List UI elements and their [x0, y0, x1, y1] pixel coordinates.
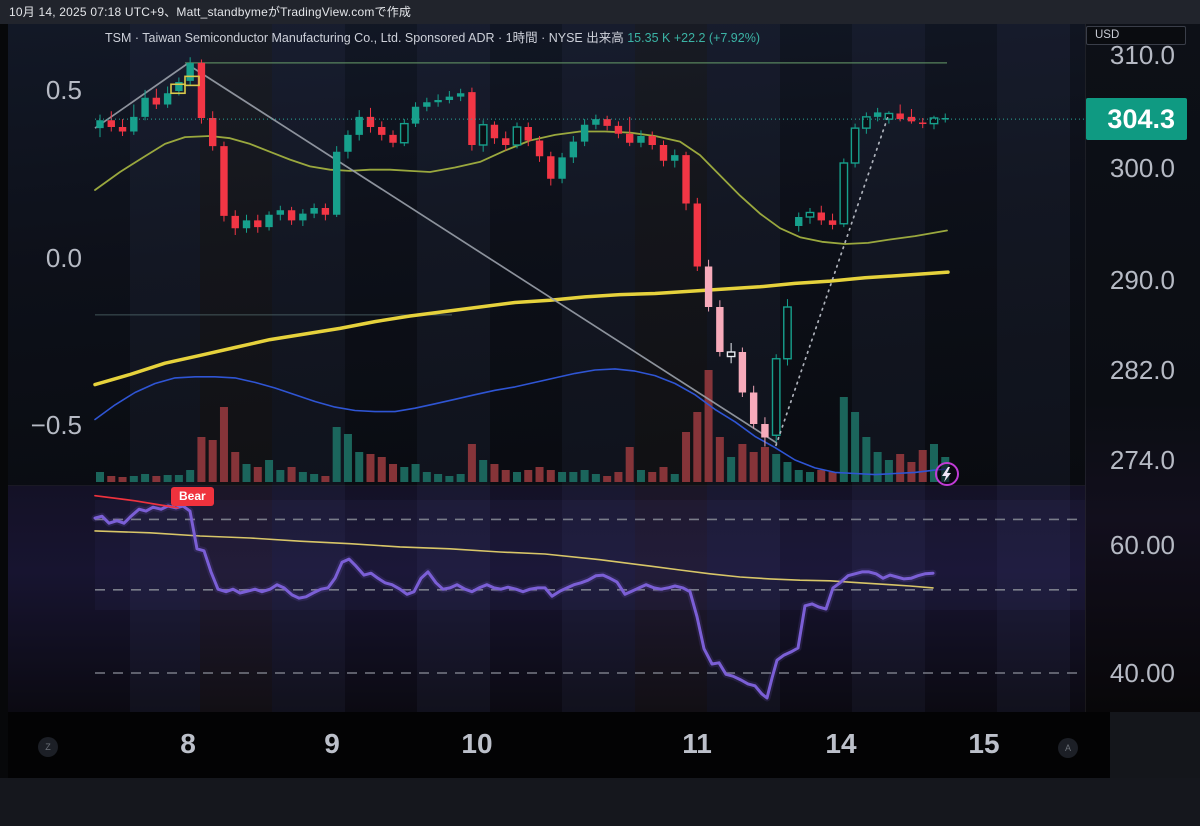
timezone-badge: Z: [38, 737, 58, 757]
bear-signal-label: Bear: [171, 487, 214, 506]
price-change: +22.2 (+7.92%): [673, 31, 760, 45]
currency-label: USD: [1095, 29, 1120, 41]
snapshot-attribution-text: 10月 14, 2025 07:18 UTC+9、Matt_standbymeが…: [9, 5, 412, 19]
time-axis-tick: 14: [825, 728, 857, 759]
rsi-axis-tick: 60.00: [1109, 530, 1175, 560]
volume-label: 出来高: [586, 31, 624, 45]
left-axis-tick: −0.5: [30, 410, 82, 440]
current-price-label: 304.3: [1086, 98, 1187, 141]
symbol-header: TSM · Taiwan Semiconductor Manufacturing…: [105, 27, 760, 46]
left-axis-tick: 0.0: [45, 243, 82, 273]
price-axis-tick: 300.0: [1109, 152, 1175, 183]
time-axis-tick: 10: [461, 728, 493, 759]
volume-value: 15.35 K: [627, 31, 671, 45]
currency-selector[interactable]: USD: [1086, 26, 1186, 45]
footer-bar: TradingView: [0, 778, 1200, 826]
time-axis-tick: 15: [968, 728, 1000, 759]
os-title-bar: 10月 14, 2025 07:18 UTC+9、Matt_standbymeが…: [0, 0, 1200, 24]
price-axis-tick: 282.0: [1109, 355, 1175, 385]
rsi-axis-tick: 40.00: [1109, 658, 1175, 688]
price-axis-tick: 310.0: [1109, 40, 1175, 70]
auto-scale-badge: A: [1058, 738, 1078, 758]
rsi-indicator-pane[interactable]: [8, 485, 1085, 712]
time-axis-tick: 9: [324, 728, 340, 759]
left-axis-tick: 0.5: [45, 75, 82, 105]
time-axis-tick: 11: [682, 728, 712, 759]
time-axis-corner: [1110, 712, 1200, 778]
price-axis-tick: 274.0: [1109, 445, 1175, 475]
time-axis-tick: 8: [180, 728, 196, 759]
price-chart-pane[interactable]: [8, 24, 1085, 485]
symbol-title: TSM · Taiwan Semiconductor Manufacturing…: [105, 31, 583, 45]
time-axis[interactable]: [8, 712, 1110, 778]
price-axis-tick: 290.0: [1109, 265, 1175, 295]
